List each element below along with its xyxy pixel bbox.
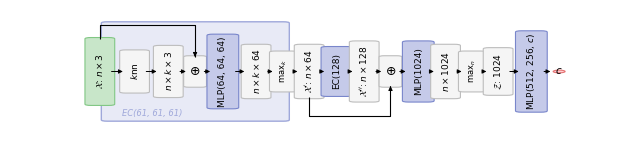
FancyBboxPatch shape — [207, 34, 239, 109]
Text: MLP(1024): MLP(1024) — [414, 48, 423, 95]
Text: $n\times 1024$: $n\times 1024$ — [440, 51, 451, 92]
FancyBboxPatch shape — [321, 47, 353, 97]
Text: $\mathrm{max}_k$: $\mathrm{max}_k$ — [278, 60, 289, 84]
Text: $\oplus$: $\oplus$ — [189, 65, 201, 78]
Text: $k$nn: $k$nn — [129, 62, 140, 80]
Text: $n\times k\times 64$: $n\times k\times 64$ — [251, 48, 262, 94]
FancyBboxPatch shape — [184, 56, 207, 87]
Circle shape — [553, 70, 565, 73]
FancyBboxPatch shape — [294, 44, 324, 99]
FancyBboxPatch shape — [154, 45, 183, 98]
Text: $c$: $c$ — [556, 66, 563, 77]
Text: MLP(64, 64, 64): MLP(64, 64, 64) — [218, 36, 227, 107]
Text: $\oplus$: $\oplus$ — [385, 65, 396, 78]
FancyBboxPatch shape — [403, 41, 434, 102]
FancyBboxPatch shape — [269, 51, 297, 92]
FancyBboxPatch shape — [458, 51, 486, 92]
Text: $n\times k\times 3$: $n\times k\times 3$ — [163, 52, 174, 92]
FancyBboxPatch shape — [101, 22, 289, 121]
Text: $\mathcal{X}''$: $n\times 128$: $\mathcal{X}''$: $n\times 128$ — [359, 46, 369, 97]
Text: MLP(512, 256, $c$): MLP(512, 256, $c$) — [525, 33, 538, 110]
Text: $\mathcal{Z}$: 1024: $\mathcal{Z}$: 1024 — [492, 53, 504, 90]
FancyBboxPatch shape — [483, 48, 513, 95]
FancyBboxPatch shape — [85, 38, 115, 105]
FancyBboxPatch shape — [120, 50, 150, 93]
Text: EC(61, 61, 61): EC(61, 61, 61) — [122, 109, 182, 118]
FancyBboxPatch shape — [379, 56, 402, 87]
FancyBboxPatch shape — [515, 31, 547, 112]
Text: $\mathcal{X}$: $n\times 3$: $\mathcal{X}$: $n\times 3$ — [95, 54, 105, 89]
Text: $\mathrm{max}_n$: $\mathrm{max}_n$ — [467, 60, 477, 83]
FancyBboxPatch shape — [431, 44, 460, 99]
Text: EC(128): EC(128) — [332, 53, 341, 89]
FancyBboxPatch shape — [349, 41, 379, 102]
Text: $\mathcal{X}'$: $n\times 64$: $\mathcal{X}'$: $n\times 64$ — [304, 49, 314, 93]
FancyBboxPatch shape — [241, 44, 271, 99]
